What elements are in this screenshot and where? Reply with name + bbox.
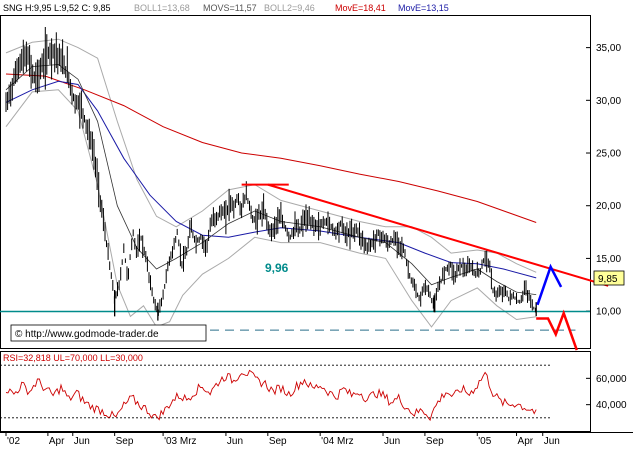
movs-legend: MOVS=11,57 [203, 3, 257, 13]
projection-down-path [536, 309, 578, 351]
last-price-box [593, 270, 625, 286]
symbol-ohlc-label: SNG H:9,95 L:9,52 C: 9,85 [3, 3, 111, 13]
xtick-label: Apr [518, 436, 534, 447]
xtick-label: '05 [478, 436, 491, 447]
price-ytick-label: 15,00 [596, 254, 621, 265]
projection-up-path [536, 263, 563, 306]
price-ytick-label: 20,00 [596, 201, 621, 212]
rsi-ytick-label: 60,000 [596, 374, 627, 385]
rsi-ytick-label: 40,000 [596, 400, 627, 411]
price-ytick-label: 35,00 [596, 43, 621, 54]
xtick-label: Jun [544, 436, 560, 447]
xtick-label: Jun [74, 436, 90, 447]
support-level-label: 9,96 [265, 261, 289, 275]
rsi-line [5, 369, 537, 422]
move-short-legend: MovE=13,15 [398, 3, 449, 13]
move-short-line [5, 80, 537, 279]
price-ytick-label: 10,00 [596, 307, 621, 318]
xtick-label: '03 Mrz [164, 436, 196, 447]
move-long-line [5, 73, 537, 223]
price-ytick-label: 30,00 [596, 96, 621, 107]
xtick-label: '04 Mrz [321, 436, 353, 447]
xtick-label: '02 [7, 436, 20, 447]
xtick-label: Jun [384, 436, 400, 447]
boll1-legend: BOLL1=13,68 [134, 3, 190, 13]
xtick-label: Sep [426, 436, 444, 447]
last-price-label: 9,85 [598, 274, 618, 285]
xtick-label: Apr [49, 436, 65, 447]
price-ytick-label: 25,00 [596, 149, 621, 160]
xtick-label: Sep [269, 436, 287, 447]
copyright-text[interactable]: © http://www.godmode-trader.de [15, 329, 159, 340]
move-long-legend: MovE=18,41 [335, 3, 386, 13]
copyright-box [10, 324, 207, 342]
rsi-legend: RSI=32,818 UL=70,000 LL=30,000 [3, 353, 143, 363]
xtick-label: Jun [227, 436, 243, 447]
xtick-label: Sep [116, 436, 134, 447]
boll2-legend: BOLL2=9,46 [264, 3, 315, 13]
price-axis-panel [591, 15, 632, 349]
